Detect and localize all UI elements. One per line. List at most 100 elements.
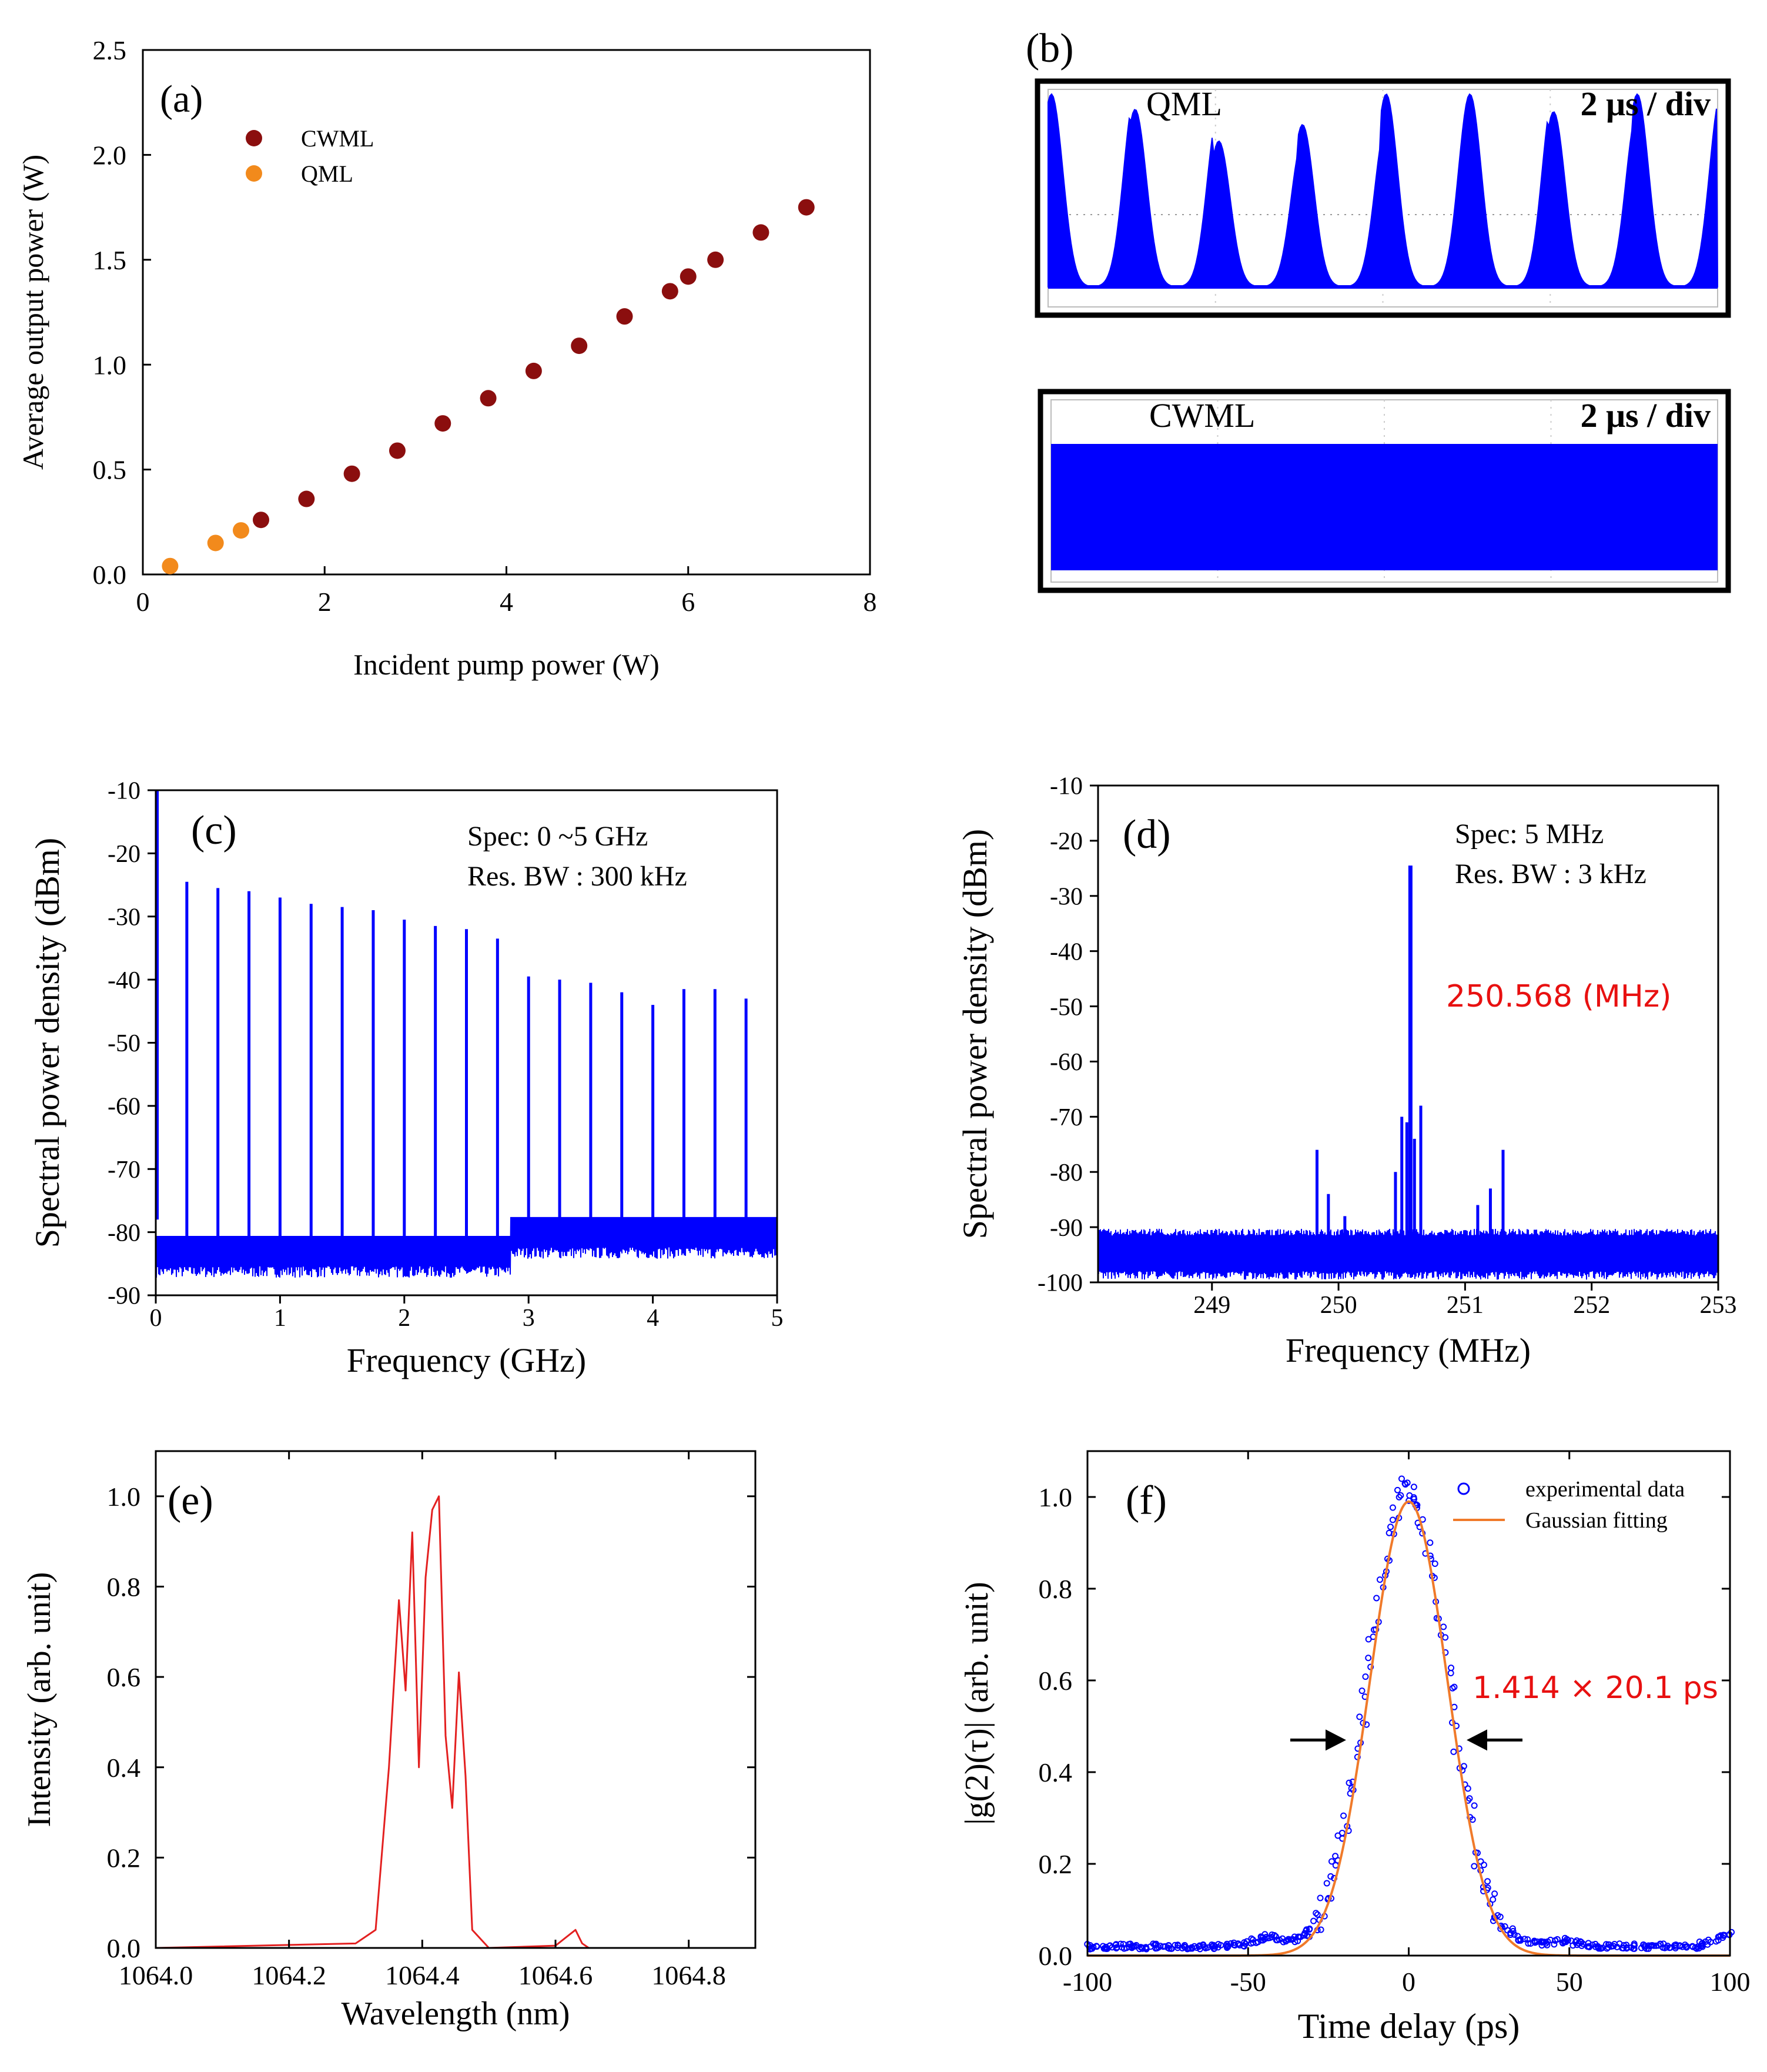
x-axis-label: Incident pump power (W) [353,648,660,681]
data-point-cwml [343,465,360,482]
data-point-experimental [1174,1944,1181,1951]
legend-label-gaussian: Gaussian fitting [1525,1508,1668,1533]
x-tick-label: 253 [1700,1292,1737,1319]
plot-frame [1097,784,1719,1284]
panel-c-rf-spectrum-chart: 0 1 2 3 4 5 -10 -20 -30 -40 -50 -60 -70 -80 -90 Frequen… [28,778,784,1379]
data-point-experimental [1395,1493,1403,1500]
y-tick-label: -90 [108,1283,140,1310]
panel-a-scatter-chart: 0 2 4 6 8 0.0 0.5 1.0 1.5 2.0 2.5 Incident pump pow… [16,35,877,681]
data-point-experimental [1236,1941,1243,1949]
data-point-experimental [1623,1945,1630,1952]
x-tick-label: 5 [771,1305,784,1332]
y-tick-label: 0.2 [107,1843,141,1873]
y-tick-label: -80 [108,1219,140,1246]
data-point-experimental [1386,1529,1393,1536]
x-axis-label: Time delay (ps) [1298,2007,1520,2046]
data-point-experimental [1387,1523,1394,1530]
data-point-experimental [1389,1516,1396,1523]
legend-marker-cwml [246,130,262,146]
data-point-experimental [1451,1683,1458,1690]
annotation: Spec: 0 ~5 GHz [467,821,648,852]
plot-frame [142,49,871,576]
trace-scale: 2 μs / div [1581,85,1711,123]
data-point-experimental [1719,1934,1726,1941]
gaussian-fit-line [1087,1500,1730,1957]
data-point-experimental [1314,1911,1321,1918]
data-point-experimental [1525,1940,1532,1947]
data-point-experimental [1373,1595,1380,1602]
data-point-experimental [1310,1917,1317,1924]
data-point-experimental [1620,1945,1627,1952]
x-tick-label: 251 [1447,1292,1484,1319]
y-axis-label: Average output power (W) [16,155,49,470]
data-point-experimental [1631,1945,1638,1952]
cwml-trace [1051,444,1718,570]
x-tick-label: 1064.0 [119,1960,193,1990]
data-point-experimental [1404,1479,1411,1486]
data-point-experimental [1201,1944,1208,1951]
trace-scale: 2 μs / div [1581,396,1711,435]
annotation: Spec: 5 MHz [1455,818,1604,850]
x-tick-label: 2 [398,1305,410,1332]
y-tick-label: 0.5 [93,455,127,485]
data-point-experimental [1464,1785,1471,1792]
legend-marker-qml [246,165,262,182]
x-tick-label: 0 [1402,1967,1415,1997]
y-tick-label: -30 [1050,883,1083,910]
x-tick-label: 100 [1710,1967,1751,1997]
y-tick-label: -60 [1050,1049,1083,1076]
data-point-experimental [1524,1936,1531,1943]
x-tick-label: 0 [136,587,150,617]
panel-b-oscilloscope-traces: (b) QML 2 μs / div CWML 2 μs / div [1026,26,1731,593]
data-point-experimental [1394,1486,1401,1493]
data-point-experimental [1234,1940,1241,1947]
data-point-experimental [1507,1930,1514,1937]
x-tick-label: 1064.6 [518,1960,593,1990]
panel-f-autocorrelation-chart: -100 -50 0 50 100 0.0 0.2 0.4 0.6 0.8 1.0 Time dela… [959,1450,1751,2046]
y-axis-label: Intensity (arb. unit) [21,1572,58,1827]
data-point-experimental [1531,1937,1538,1944]
data-point-experimental [1728,1929,1735,1936]
data-point-experimental [1365,1655,1372,1662]
data-point-experimental [1376,1576,1383,1583]
x-tick-label: 6 [681,587,695,617]
data-point-experimental [1448,1665,1455,1672]
data-point-experimental [1285,1936,1292,1943]
x-tick-label: 1064.8 [651,1960,726,1990]
x-tick-label: 1064.4 [385,1960,460,1990]
data-point-experimental [1340,1812,1347,1819]
x-tick-label: 1 [274,1305,286,1332]
data-point-experimental [1113,1941,1120,1948]
data-point-cwml [661,283,678,300]
data-point-experimental [1317,1894,1324,1901]
y-tick-label: 0.6 [107,1662,141,1692]
y-tick-label: 1.0 [1039,1482,1073,1512]
data-point-cwml [707,251,724,268]
data-point-experimental [1672,1943,1679,1950]
data-point-experimental [1117,1940,1124,1947]
panel-d-rf-spectrum-chart: 249 250 251 252 253 -10 -20 -30 -40 -50 -60 -70 -80 -… [956,773,1737,1369]
data-point-experimental [1248,1935,1255,1942]
x-tick-label: 0 [150,1305,162,1332]
data-point-experimental [1551,1941,1558,1948]
y-tick-label: 0.0 [107,1933,141,1963]
y-tick-label: 0.0 [1039,1941,1073,1971]
data-point-experimental [1327,1873,1334,1880]
peak-frequency-label: 250.568 (MHz) [1446,979,1671,1014]
data-point-cwml [616,308,633,325]
fwhm-arrowhead-right [1467,1729,1487,1751]
legend-label-cwml: CWML [301,125,374,152]
data-point-experimental [1427,1539,1434,1546]
y-tick-label: 0.4 [1039,1757,1073,1787]
data-point-experimental [1356,1713,1363,1720]
y-tick-label: -60 [108,1094,140,1121]
data-point-experimental [1431,1560,1438,1568]
data-point-experimental [1346,1779,1353,1786]
data-point-experimental [1102,1943,1109,1950]
data-point-experimental [1554,1936,1561,1943]
data-point-experimental [1517,1936,1524,1943]
annotation: Res. BW : 300 kHz [467,861,687,892]
data-point-experimental [1269,1931,1276,1938]
x-tick-label: 8 [864,587,877,617]
data-point-experimental [1193,1944,1200,1951]
